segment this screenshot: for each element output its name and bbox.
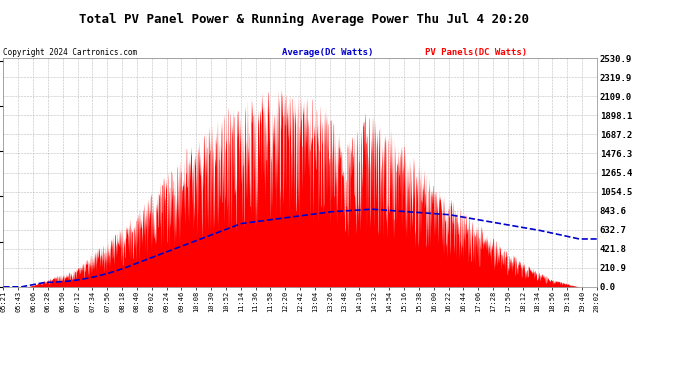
Text: Average(DC Watts): Average(DC Watts) bbox=[282, 48, 374, 57]
Text: Copyright 2024 Cartronics.com: Copyright 2024 Cartronics.com bbox=[3, 48, 137, 57]
Text: PV Panels(DC Watts): PV Panels(DC Watts) bbox=[425, 48, 527, 57]
Text: Total PV Panel Power & Running Average Power Thu Jul 4 20:20: Total PV Panel Power & Running Average P… bbox=[79, 13, 529, 26]
